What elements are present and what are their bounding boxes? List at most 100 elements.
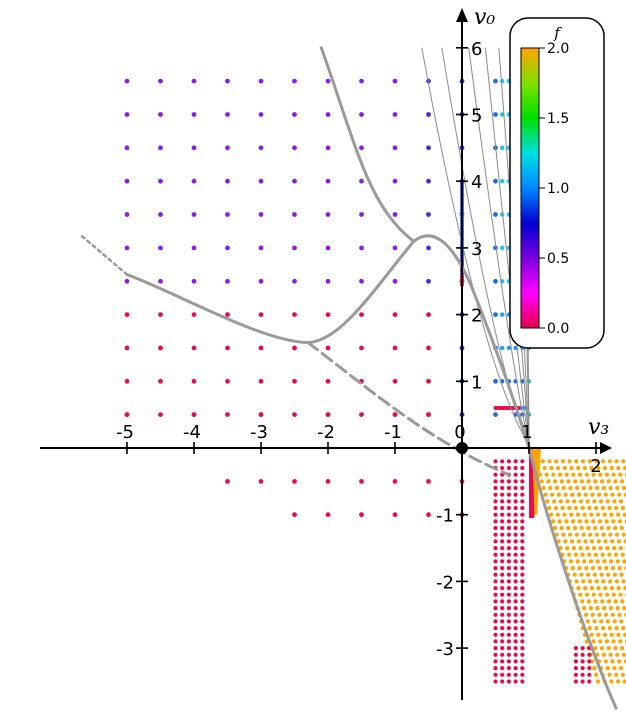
data-point — [553, 479, 558, 484]
data-point — [610, 566, 616, 571]
data-point — [602, 606, 607, 611]
y-tick-label: 5 — [471, 106, 482, 127]
data-point — [595, 559, 600, 564]
data-point — [520, 552, 525, 557]
data-point — [258, 378, 264, 384]
data-point — [598, 472, 603, 477]
data-point — [258, 78, 264, 84]
data-point — [493, 112, 498, 117]
data-point — [506, 646, 511, 651]
x-tick-label: -4 — [183, 422, 201, 443]
colorbar-tick-label: 2.0 — [547, 41, 569, 57]
data-point — [191, 412, 197, 417]
data-point — [359, 78, 364, 84]
data-point — [506, 505, 511, 511]
data-point — [578, 592, 583, 597]
data-point — [225, 112, 230, 117]
data-point — [520, 632, 525, 637]
data-point — [596, 632, 601, 637]
y-tick-label: 6 — [471, 39, 482, 60]
data-point — [612, 499, 617, 504]
data-point — [325, 278, 331, 284]
data-point — [506, 659, 511, 664]
data-point — [623, 586, 626, 591]
data-point — [584, 566, 589, 571]
data-point — [520, 652, 525, 657]
data-point — [622, 606, 626, 611]
data-point — [573, 679, 579, 684]
data-point — [574, 459, 579, 464]
data-point — [258, 479, 264, 484]
data-point — [623, 465, 626, 471]
data-point — [590, 492, 595, 497]
data-point — [426, 479, 431, 484]
data-point — [392, 512, 398, 518]
data-point — [578, 472, 583, 477]
data-point — [590, 659, 595, 664]
data-point — [500, 659, 505, 664]
data-point — [493, 592, 498, 597]
data-point — [609, 632, 614, 637]
data-point — [513, 586, 518, 591]
data-point — [325, 112, 331, 117]
data-point — [520, 599, 525, 604]
data-point — [359, 112, 364, 117]
data-point — [571, 519, 576, 524]
data-point — [623, 632, 626, 637]
data-point — [551, 472, 556, 477]
data-point — [607, 626, 612, 631]
data-point — [571, 472, 576, 477]
data-point — [599, 619, 604, 624]
data-point — [542, 465, 547, 471]
data-point — [563, 539, 568, 544]
data-point — [621, 532, 626, 537]
data-point — [513, 459, 518, 464]
data-point — [158, 312, 163, 317]
data-point — [359, 312, 364, 317]
x-tick-label: -3 — [250, 422, 268, 443]
data-point — [621, 485, 626, 491]
data-point — [603, 492, 608, 497]
data-point — [500, 78, 505, 84]
data-point — [572, 572, 577, 577]
data-point — [520, 559, 525, 564]
data-point — [603, 586, 608, 591]
data-point — [594, 672, 599, 677]
data-point — [158, 278, 163, 284]
data-point — [594, 505, 599, 511]
data-point — [426, 212, 431, 217]
data-point — [610, 539, 615, 544]
data-point — [593, 479, 598, 484]
data-point — [426, 412, 431, 417]
data-point — [620, 479, 625, 484]
data-point — [591, 639, 596, 644]
data-point — [622, 512, 626, 517]
data-point — [622, 679, 626, 684]
y-tick-label: 1 — [471, 372, 482, 393]
y-tick-label: -3 — [436, 639, 454, 660]
data-point — [500, 679, 505, 684]
data-point — [292, 345, 297, 351]
data-point — [493, 479, 498, 484]
data-point — [576, 492, 582, 497]
axes — [40, 22, 600, 700]
data-point — [581, 532, 586, 537]
data-point — [520, 672, 525, 677]
data-point — [621, 579, 626, 584]
data-point — [258, 412, 264, 417]
data-point — [580, 646, 585, 651]
data-point — [580, 679, 585, 684]
data-point — [559, 479, 564, 484]
data-point — [612, 666, 617, 671]
x-tick-label: -1 — [384, 422, 402, 443]
data-point — [506, 499, 511, 504]
colorbar-title: f — [553, 24, 562, 42]
data-point — [601, 532, 606, 537]
data-point — [611, 592, 616, 597]
data-point — [258, 112, 264, 117]
data-point — [609, 512, 614, 517]
data-point — [506, 652, 511, 657]
data-point — [540, 459, 545, 464]
data-point — [392, 345, 398, 351]
data-point — [613, 646, 618, 651]
